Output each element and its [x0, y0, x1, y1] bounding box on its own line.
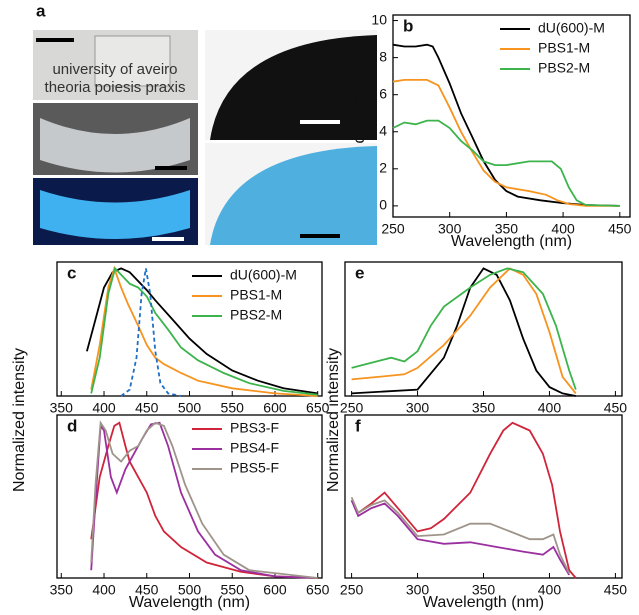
- y-tick-label: 10: [371, 11, 387, 27]
- legend-label: PBS4-F: [230, 440, 279, 456]
- x-tick-label: 350: [472, 400, 496, 416]
- legend-label: PBS1-M: [230, 287, 282, 303]
- x-tick-label: 400: [92, 400, 116, 416]
- y-tick-label: 4: [379, 122, 387, 138]
- x-tick-label: 500: [178, 582, 202, 598]
- data-line: [350, 500, 570, 576]
- legend-label: PBS2-M: [230, 307, 282, 323]
- photo-sample: [40, 118, 190, 173]
- panel-label: b: [403, 16, 413, 35]
- x-tick-label: 300: [438, 221, 462, 237]
- data-line: [392, 119, 620, 207]
- panel-label: f: [355, 416, 361, 435]
- legend-label: PBS5-F: [230, 460, 279, 476]
- x-tick-label: 250: [340, 400, 364, 416]
- y-axis-label: Normalized intensity: [11, 348, 28, 492]
- data-line: [90, 421, 318, 579]
- x-tick-label: 400: [551, 221, 575, 237]
- legend-label: PBS1-M: [538, 40, 590, 56]
- y-tick-label: 8: [379, 48, 387, 64]
- x-tick-label: 450: [604, 582, 628, 598]
- x-axis-label: Wavelength (nm): [423, 594, 544, 611]
- x-tick-label: 300: [406, 400, 430, 416]
- photo-sample: [94, 35, 171, 87]
- x-tick-label: 350: [50, 400, 74, 416]
- plot-frame: [392, 14, 631, 218]
- x-axis-label: Wavelength (nm): [451, 233, 572, 250]
- data-line: [86, 267, 318, 395]
- data-line: [392, 43, 620, 207]
- legend-label: dU(600)-M: [230, 267, 297, 283]
- scale-bar: [36, 38, 74, 42]
- x-tick-label: 450: [135, 400, 159, 416]
- y-axis-label: Normalized intensity: [325, 348, 342, 492]
- photo-sample: [210, 146, 377, 245]
- x-tick-label: 450: [604, 400, 628, 416]
- data-line: [350, 496, 571, 574]
- panel-label: d: [67, 416, 77, 435]
- x-tick-label: 500: [178, 400, 202, 416]
- y-tick-label: 0: [379, 197, 387, 213]
- scale-bar: [300, 234, 340, 238]
- x-tick-label: 650: [306, 582, 330, 598]
- photo-sample: [40, 190, 190, 239]
- x-tick-label: 600: [263, 582, 287, 598]
- x-tick-label: 300: [406, 582, 430, 598]
- scale-bar: [152, 237, 184, 241]
- data-line: [120, 268, 182, 397]
- data-line: [350, 421, 577, 579]
- legend-label: PBS2-M: [538, 60, 590, 76]
- legend-label: dU(600)-M: [538, 20, 605, 36]
- x-tick-label: 250: [381, 221, 405, 237]
- x-tick-label: 350: [495, 221, 519, 237]
- data-line: [351, 267, 577, 394]
- photo-text: university of aveiro: [52, 61, 177, 78]
- data-line: [351, 267, 577, 390]
- x-tick-label: 250: [340, 582, 364, 598]
- x-tick-label: 350: [50, 582, 74, 598]
- x-tick-label: 450: [608, 221, 632, 237]
- panel-label: c: [67, 263, 76, 282]
- legend-label: PBS3-F: [230, 420, 279, 436]
- panel-label: e: [355, 263, 364, 282]
- scale-bar: [300, 120, 340, 124]
- data-line: [90, 265, 318, 397]
- panel-label: a: [36, 1, 46, 20]
- data-line: [351, 267, 576, 397]
- photo-panel: a university of aveiro theoria poiesis p…: [33, 1, 377, 245]
- x-tick-label: 400: [92, 582, 116, 598]
- photo-text: theoria poiesis praxis: [45, 79, 186, 96]
- y-axis-label: α(cm⁻¹): [351, 88, 368, 143]
- y-tick-label: 6: [379, 85, 387, 101]
- x-tick-label: 650: [306, 400, 330, 416]
- x-tick-label: 400: [538, 582, 562, 598]
- x-tick-label: 550: [221, 400, 245, 416]
- x-tick-label: 550: [221, 582, 245, 598]
- x-axis-label: Wavelength (nm): [129, 594, 250, 611]
- data-line: [90, 266, 318, 396]
- data-line: [392, 79, 620, 207]
- data-line: [90, 420, 318, 579]
- scale-bar: [155, 166, 187, 170]
- photo-sample: [210, 35, 377, 140]
- x-tick-label: 450: [135, 582, 159, 598]
- y-tick-label: 2: [379, 160, 387, 176]
- x-tick-label: 600: [263, 400, 287, 416]
- plot-frame: [344, 414, 623, 579]
- x-tick-label: 400: [538, 400, 562, 416]
- x-tick-label: 350: [472, 582, 496, 598]
